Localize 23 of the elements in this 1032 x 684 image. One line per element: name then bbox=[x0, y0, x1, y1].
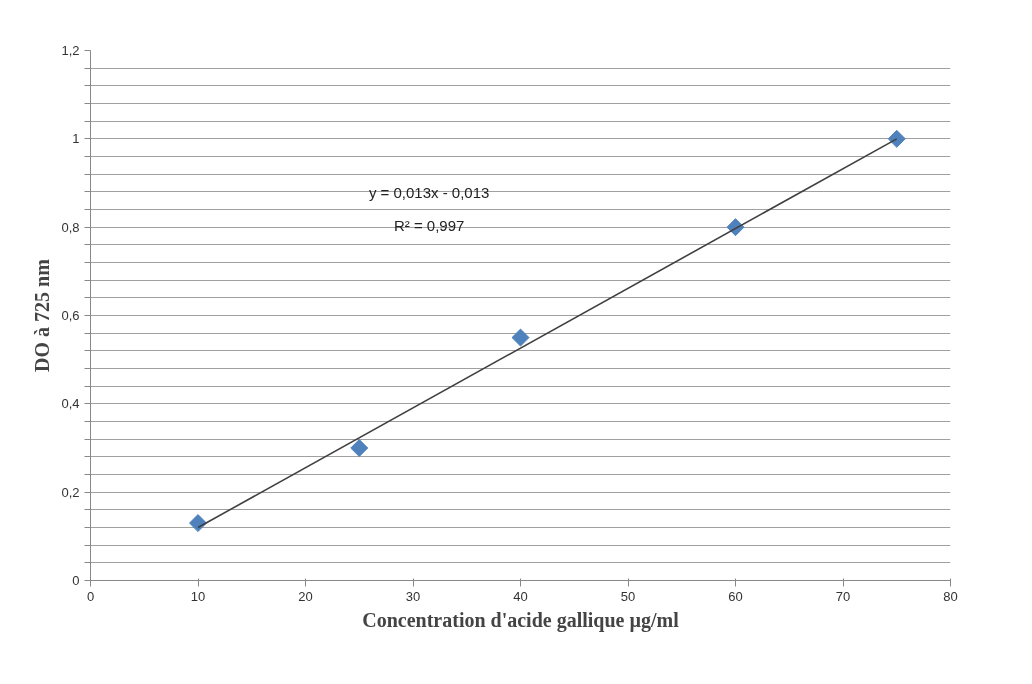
y-tick-label: 0,6 bbox=[61, 308, 80, 323]
x-tick-label: 60 bbox=[728, 588, 743, 604]
x-tick-label: 20 bbox=[298, 588, 313, 604]
y-tick-label: 0 bbox=[72, 573, 80, 588]
x-tick-label: 40 bbox=[513, 588, 528, 604]
point bbox=[511, 328, 530, 347]
y-tick-label: 0,2 bbox=[61, 484, 80, 500]
x-tick-label: 80 bbox=[943, 588, 958, 604]
y-axis-title: DO à 725 nm bbox=[31, 258, 54, 372]
y-tick-label: 1,2 bbox=[61, 43, 80, 58]
y-tick-label: 0,4 bbox=[61, 396, 80, 412]
y-tick-label: 1 bbox=[72, 131, 80, 147]
y-tick-label: 0,8 bbox=[61, 219, 80, 235]
annotation: R² = 0,997 bbox=[393, 216, 465, 234]
x-tick-label: 0 bbox=[86, 588, 95, 604]
x-axis-title: Concentration d'acide gallique µg/ml bbox=[362, 608, 680, 632]
x-tick-label: 10 bbox=[190, 588, 206, 604]
point bbox=[887, 129, 906, 148]
annotation: y = 0,013x - 0,013 bbox=[368, 183, 490, 201]
x-tick-label: 50 bbox=[620, 588, 636, 604]
point bbox=[350, 439, 369, 457]
x-tick-label: 70 bbox=[835, 588, 851, 604]
x-tick-label: 30 bbox=[405, 588, 421, 604]
